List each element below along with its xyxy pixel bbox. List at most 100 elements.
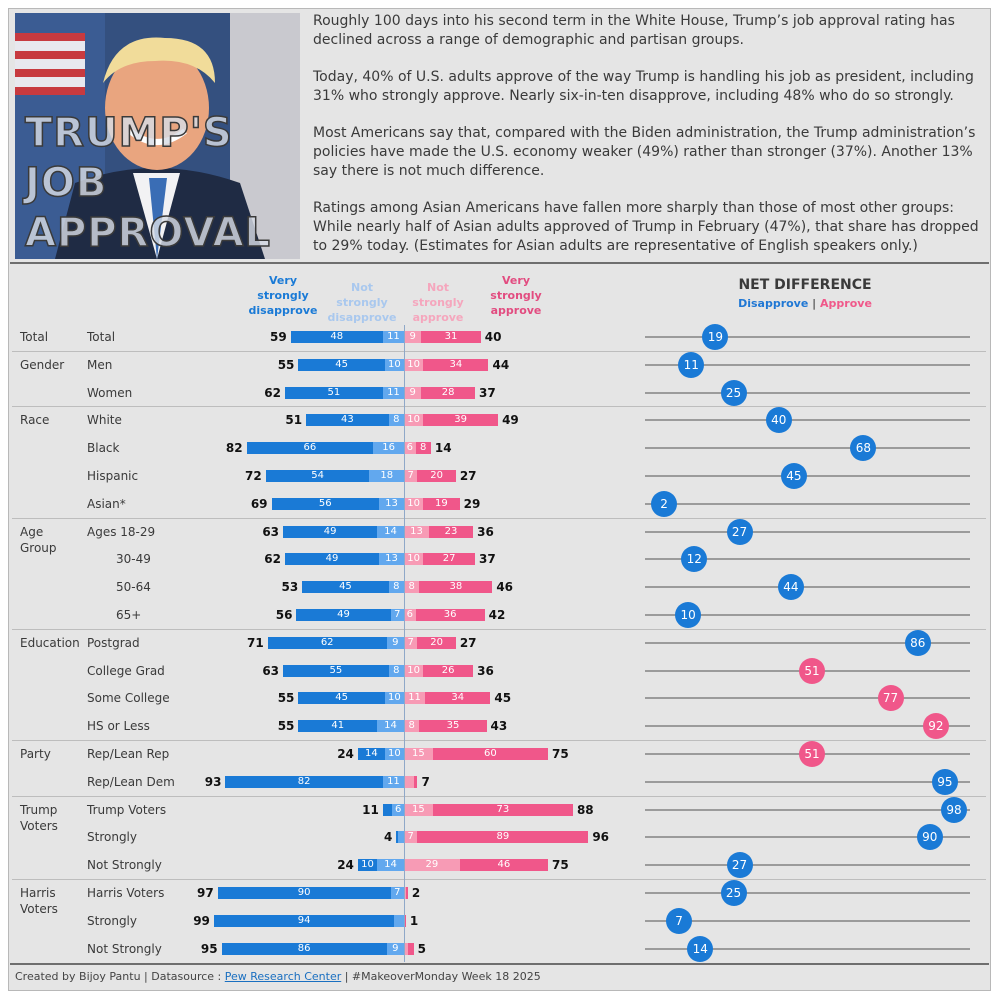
bar-not-strongly-approve: 6 xyxy=(404,609,416,621)
net-track xyxy=(645,641,970,644)
header-not-strongly-disapprove: Not strongly disapprove xyxy=(327,281,397,324)
bar-strongly-disapprove: 82 xyxy=(225,775,383,788)
net-difference-dot: 25 xyxy=(720,379,747,406)
total-approve: 88 xyxy=(576,802,594,817)
total-approve: 75 xyxy=(552,747,569,761)
source-link[interactable]: Pew Research Center xyxy=(224,970,342,983)
total-approve: 1 xyxy=(409,913,419,928)
net-track xyxy=(645,836,970,839)
legend-approve: Approve xyxy=(820,297,872,310)
total-approve: 36 xyxy=(477,524,494,539)
total-disapprove: 82 xyxy=(225,441,243,456)
total-disapprove: 95 xyxy=(200,941,218,956)
net-track xyxy=(645,530,970,533)
bar-not-strongly-disapprove xyxy=(394,914,404,927)
portrait-illustration xyxy=(15,13,300,259)
net-difference-legend: Disapprove | Approve xyxy=(700,297,910,310)
total-disapprove: 55 xyxy=(277,719,295,734)
net-track xyxy=(645,336,970,338)
net-track xyxy=(645,947,970,950)
header-not-strongly-approve: Not strongly approve xyxy=(412,281,464,324)
row-label: Harris Voters xyxy=(87,886,165,900)
bar-strongly-disapprove: 10 xyxy=(357,859,378,872)
row-label: Some College xyxy=(87,691,170,706)
total-approve: 37 xyxy=(479,385,496,400)
bar-not-strongly-disapprove: 8 xyxy=(388,581,404,594)
total-disapprove: 62 xyxy=(264,385,281,400)
net-track xyxy=(645,864,970,867)
bar-strongly-approve: 20 xyxy=(417,636,456,649)
total-disapprove: 97 xyxy=(197,886,214,900)
bar-strongly-disapprove: 86 xyxy=(221,942,387,955)
hero-title: TRUMP'S JOB APPROVAL xyxy=(24,108,271,258)
row-label: Total xyxy=(87,330,116,344)
bar-strongly-disapprove: 45 xyxy=(302,581,389,594)
total-disapprove: 55 xyxy=(277,357,295,372)
bar-strongly-approve xyxy=(405,887,408,899)
net-separator xyxy=(624,350,986,352)
net-separator xyxy=(624,795,986,797)
bar-not-strongly-approve: 7 xyxy=(404,636,418,649)
bar-strongly-approve xyxy=(407,942,414,955)
total-approve: 96 xyxy=(592,830,610,845)
row-label: Rep/Lean Dem xyxy=(87,774,175,789)
bar-not-strongly-approve: 10 xyxy=(404,497,424,510)
bar-not-strongly-disapprove: 14 xyxy=(377,720,404,733)
bar-strongly-disapprove: 66 xyxy=(246,442,374,455)
bar-strongly-disapprove: 49 xyxy=(296,609,391,621)
bar-not-strongly-approve: 8 xyxy=(404,720,420,733)
total-approve: 44 xyxy=(492,357,510,372)
total-disapprove: 72 xyxy=(245,469,262,483)
row-label: Strongly xyxy=(87,830,137,845)
total-disapprove: 63 xyxy=(262,663,280,678)
group-separator xyxy=(12,879,624,880)
bar-not-strongly-approve xyxy=(404,942,408,955)
row-label: 65+ xyxy=(116,608,142,622)
center-axis xyxy=(404,325,405,962)
net-difference-dot: 68 xyxy=(850,435,877,462)
total-approve: 43 xyxy=(490,719,508,734)
bar-not-strongly-disapprove xyxy=(398,831,404,844)
net-difference-dot: 14 xyxy=(687,935,714,962)
bar-strongly-approve: 8 xyxy=(415,442,431,455)
total-approve: 42 xyxy=(488,608,506,622)
row-label: 50-64 xyxy=(116,580,151,595)
bar-not-strongly-disapprove: 10 xyxy=(384,692,404,705)
bar-not-strongly-approve: 9 xyxy=(404,331,422,343)
bar-not-strongly-approve: 6 xyxy=(404,442,416,455)
bar-not-strongly-disapprove: 16 xyxy=(373,442,404,455)
net-track xyxy=(645,391,970,394)
net-separator xyxy=(624,517,986,519)
bar-strongly-disapprove xyxy=(382,803,393,816)
bar-not-strongly-disapprove: 7 xyxy=(390,609,404,621)
net-separator xyxy=(624,740,986,741)
total-approve: 36 xyxy=(477,663,494,678)
bar-not-strongly-approve: 10 xyxy=(404,358,424,371)
net-difference-dot: 95 xyxy=(931,768,958,795)
top-divider xyxy=(10,262,989,264)
bar-not-strongly-disapprove: 9 xyxy=(386,636,404,649)
total-approve: 40 xyxy=(484,330,502,344)
bar-strongly-approve: 35 xyxy=(419,720,487,733)
net-track xyxy=(645,614,970,616)
group-label: Party xyxy=(20,747,51,761)
total-approve: 27 xyxy=(459,635,477,650)
bar-strongly-approve: 20 xyxy=(417,470,456,482)
bar-strongly-disapprove: 49 xyxy=(283,525,378,538)
bar-not-strongly-approve: 8 xyxy=(404,581,420,594)
bar-strongly-disapprove: 14 xyxy=(357,748,385,760)
total-disapprove: 56 xyxy=(275,608,293,622)
net-difference-dot: 86 xyxy=(904,629,931,656)
bar-not-strongly-approve: 10 xyxy=(404,664,424,677)
total-disapprove: 55 xyxy=(277,691,295,706)
bar-not-strongly-disapprove: 7 xyxy=(390,887,404,899)
net-track xyxy=(645,447,970,450)
bar-strongly-disapprove: 55 xyxy=(283,664,389,677)
bar-strongly-approve: 19 xyxy=(423,497,460,510)
group-label: Harris Voters xyxy=(20,886,58,916)
bar-not-strongly-approve: 15 xyxy=(404,748,433,760)
net-difference-dot: 12 xyxy=(681,546,708,573)
row-label: Men xyxy=(87,357,113,372)
row-label: HS or Less xyxy=(87,719,150,734)
row-label: Strongly xyxy=(87,913,137,928)
